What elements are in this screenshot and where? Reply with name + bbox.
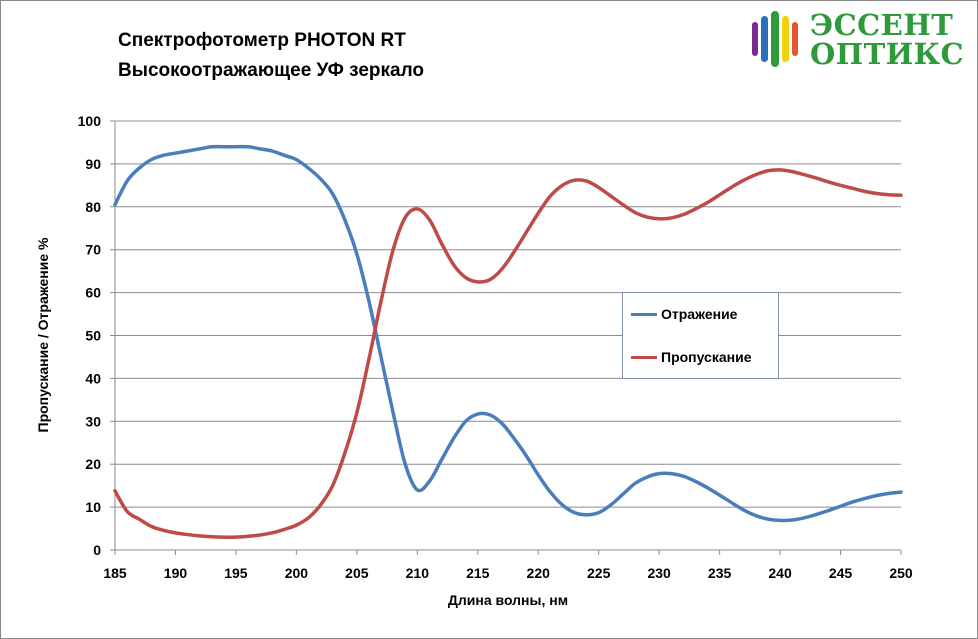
legend-label-reflection: Отражение (661, 306, 738, 322)
logo-stripes-icon (752, 11, 798, 67)
y-tick-label: 70 (85, 242, 101, 258)
y-tick-label: 0 (93, 542, 101, 558)
logo-stripe (771, 11, 779, 67)
y-tick-label: 40 (85, 370, 101, 386)
x-tick-label: 185 (103, 565, 127, 581)
y-tick-label: 30 (85, 413, 101, 429)
x-tick-label: 220 (527, 565, 551, 581)
company-logo: ЭССЕНТ ОПТИКС (748, 8, 968, 71)
x-tick-label: 190 (164, 565, 188, 581)
y-tick-label: 90 (85, 156, 101, 172)
y-tick-label: 20 (85, 456, 101, 472)
y-tick-label: 50 (85, 328, 101, 344)
legend-swatch-reflection (631, 312, 657, 316)
x-axis-label: Длина волны, нм (447, 592, 569, 608)
x-tick-label: 200 (285, 565, 309, 581)
x-tick-label: 215 (466, 565, 490, 581)
y-tick-label: 100 (78, 113, 102, 129)
chart-title: Спектрофотометр PHOTON RT (118, 30, 406, 51)
series-reflection-line (113, 144, 903, 523)
x-tick-label: 245 (829, 565, 853, 581)
logo-stripe (782, 16, 789, 62)
x-tick-label: 225 (587, 565, 611, 581)
x-tick-label: 240 (768, 565, 792, 581)
chart-subtitle: Высокоотражающее УФ зеркало (118, 60, 424, 81)
legend-item-reflection: Отражение (631, 304, 737, 324)
x-tick-label: 230 (647, 565, 671, 581)
y-tick-label: 60 (85, 285, 101, 301)
series-lines (113, 144, 903, 539)
legend-item-transmission: Пропускание (631, 347, 752, 367)
x-tick-label: 250 (889, 565, 913, 581)
x-tick-label: 205 (345, 565, 369, 581)
logo-stripe (761, 16, 768, 62)
x-tick-labels: 185 190 195 200 205 210 215 220 225 230 235 240 245 2… (103, 565, 913, 581)
gridlines (115, 120, 901, 508)
x-tick-label: 210 (406, 565, 430, 581)
y-tick-label: 80 (85, 199, 101, 215)
logo-stripe (792, 22, 798, 56)
logo-text-line2: ОПТИКС (810, 37, 965, 71)
y-tick-labels: 0 10 20 30 40 50 60 70 80 90 100 (78, 113, 102, 558)
series-transmission-line (113, 168, 903, 539)
legend-swatch-transmission (631, 355, 657, 359)
y-tick-label: 10 (85, 499, 101, 515)
logo-stripe (752, 22, 758, 56)
legend: Отражение Пропускание (622, 292, 779, 379)
x-tick-label: 195 (224, 565, 248, 581)
legend-label-transmission: Пропускание (661, 349, 752, 365)
logo-text-line1: ЭССЕНТ (810, 8, 954, 42)
x-tick-label: 235 (708, 565, 732, 581)
axes (110, 120, 902, 555)
y-axis-label: Пропускание / Отражение % (35, 237, 51, 433)
